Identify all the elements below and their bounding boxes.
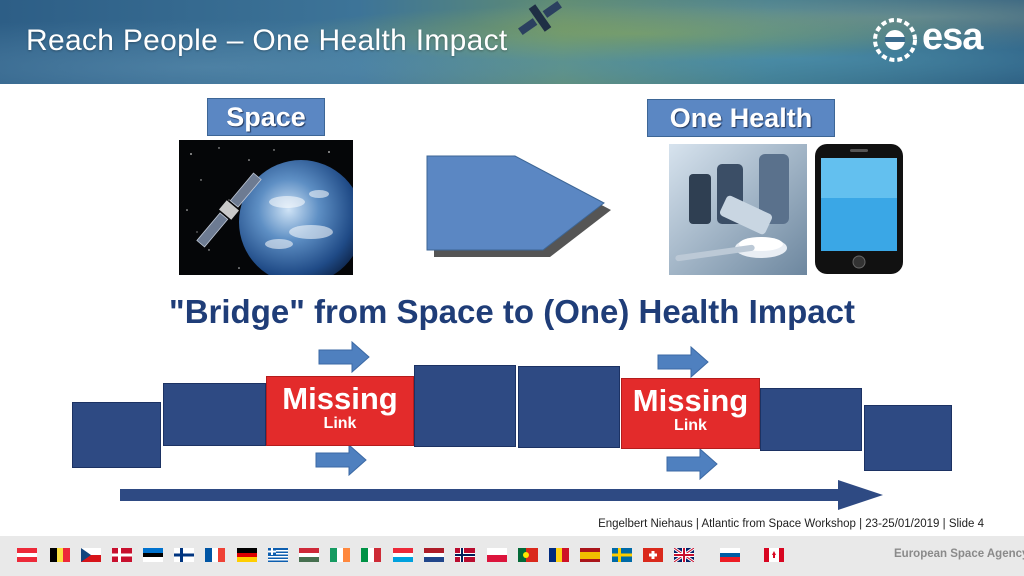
bridge-title: "Bridge" from Space to (One) Health Impa… (169, 293, 855, 330)
flag-portugal-icon (518, 548, 538, 562)
medicine-bottles-image (669, 144, 807, 275)
flag-sweden-icon (612, 548, 632, 562)
flag-denmark-icon (112, 548, 132, 562)
flag-france-icon (205, 548, 225, 562)
flag-greece-icon (268, 548, 288, 562)
flag-netherlands-icon (424, 548, 444, 562)
flag-spain-icon (580, 548, 600, 562)
bridge-step-box (864, 405, 952, 471)
flag-romania-icon (549, 548, 569, 562)
header-banner: Reach People – One Health Impact esa (0, 0, 1024, 84)
flag-ireland-icon (330, 548, 350, 562)
flag-switzerland-icon (643, 548, 663, 562)
bridge-step-box (163, 383, 266, 446)
flag-estonia-icon (143, 548, 163, 562)
bridge-step-box (72, 402, 161, 468)
flag-italy-icon (361, 548, 381, 562)
flag-austria-icon (17, 548, 37, 562)
bridge-step-box (518, 366, 620, 448)
flag-luxembourg-icon (393, 548, 413, 562)
flag-norway-icon (455, 548, 475, 562)
missing-link-box: Missing Link (266, 376, 414, 446)
bridge-step-box (760, 388, 862, 451)
flag-finland-icon (174, 548, 194, 562)
flag-hungary-icon (299, 548, 319, 562)
satellite-silhouette-icon (518, 0, 562, 36)
member-states-bar (0, 536, 1024, 576)
missing-link-subtitle: Link (323, 415, 357, 432)
one-health-label: One Health (647, 99, 835, 137)
footer-credit: Engelbert Niehaus | Atlantic from Space … (598, 518, 984, 530)
footer-agency: European Space Agency (894, 548, 1024, 560)
flag-germany-icon (237, 548, 257, 562)
space-label: Space (207, 98, 325, 136)
missing-link-title: Missing (282, 381, 398, 416)
satellite-earth-image (179, 140, 353, 275)
slide-title: Reach People – One Health Impact (26, 24, 508, 57)
esa-logo-text: esa (922, 16, 983, 58)
earth-background (0, 0, 1024, 84)
flag-belgium-icon (50, 548, 70, 562)
missing-link-title: Missing (632, 383, 749, 418)
missing-link-box: Missing Link (621, 378, 760, 449)
flag-slovenia-icon (720, 548, 740, 562)
bridge-step-box (414, 365, 516, 447)
flag-uk-icon (674, 548, 694, 562)
flag-poland-icon (487, 548, 507, 562)
right-arrow-icon (315, 340, 718, 481)
missing-link-subtitle: Link (674, 417, 707, 434)
esa-logo-icon (873, 18, 917, 62)
flag-canada-icon (764, 548, 784, 562)
flag-czech-icon (81, 548, 101, 562)
